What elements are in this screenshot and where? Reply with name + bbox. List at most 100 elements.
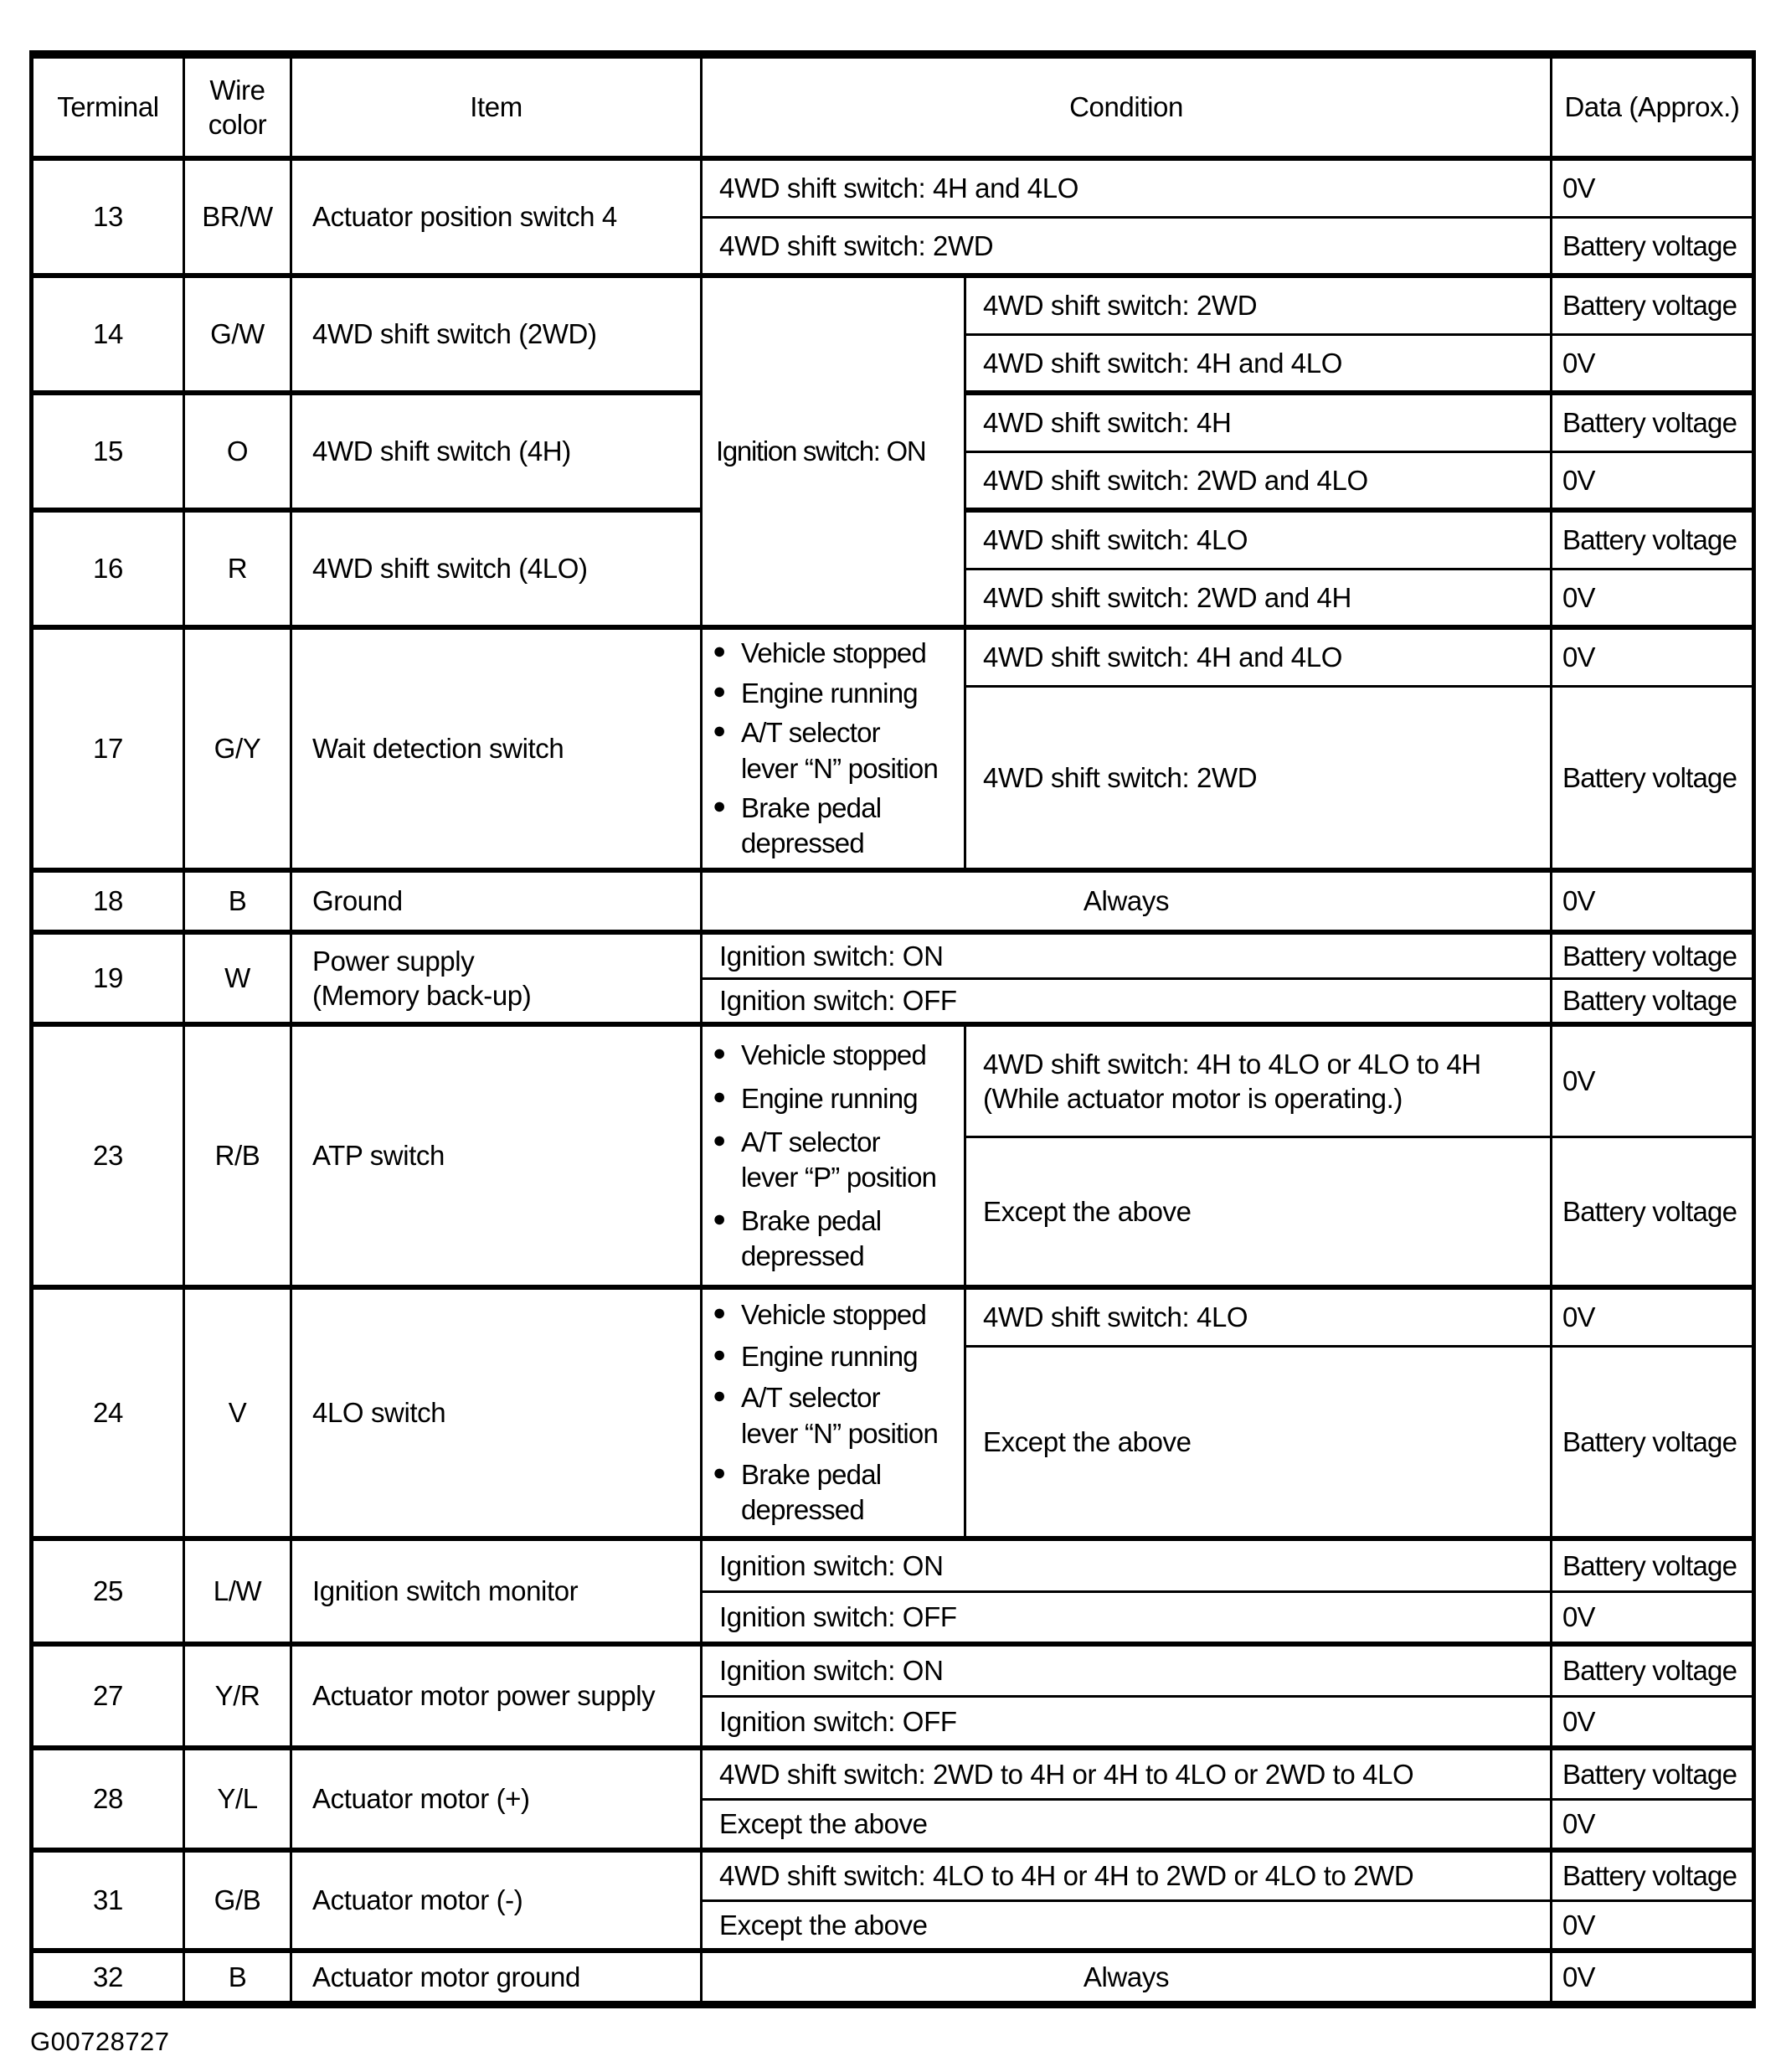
item-cell: 4LO switch xyxy=(290,1285,703,1540)
bullet-item: ● Vehicle stopped xyxy=(711,1038,964,1073)
bullet-icon: ● xyxy=(713,793,726,819)
item-line: (Memory back-up) xyxy=(312,980,532,1011)
table-row: 27 Y/R Actuator motor power supply Ignit… xyxy=(30,1642,1755,1750)
terminal-cell: 25 xyxy=(30,1536,185,1646)
table-row: 18 B Ground Always 0V xyxy=(30,868,1755,934)
table-row: Ignition switch: OFF 0V xyxy=(32,1694,1755,1750)
sub-condition-cell: 4WD shift switch: 4H to 4LO or 4LO to 4H… xyxy=(964,1022,1552,1138)
table-row: 15 O 4WD shift switch (4H) 4WD shift swi… xyxy=(30,390,1755,512)
bullet-list: ● Vehicle stopped ● Engine running ● A/T se… xyxy=(711,1029,964,1282)
table-row: 31 G/B Actuator motor (-) 4WD shift swit… xyxy=(30,1848,1755,1952)
bullet-item: ● Brake pedal depressed xyxy=(711,1204,964,1274)
terminal-cell: 19 xyxy=(30,930,185,1026)
terminal-data-table: Terminal Wire color Item Condition Data … xyxy=(29,50,1756,2008)
terminal-cell: 23 xyxy=(30,1022,185,1289)
data-cell: Battery voltage xyxy=(1550,1745,1755,1801)
terminal-cell: 27 xyxy=(30,1642,185,1750)
table-row: 13 BR/W Actuator position switch 4 4WD s… xyxy=(30,156,1755,277)
terminal-cell: 13 xyxy=(30,156,185,277)
bullet-line: Vehicle stopped xyxy=(741,1299,927,1331)
condition-cell: 4WD shift switch: 2WD xyxy=(700,215,1552,277)
bullet-icon: ● xyxy=(713,1460,726,1486)
bullet-icon: ● xyxy=(713,1205,726,1231)
data-cell: Battery voltage xyxy=(1550,977,1755,1026)
bullet-item: ● Engine running xyxy=(711,1339,964,1374)
item-line: Power supply xyxy=(312,945,475,977)
terminal-cell: 15 xyxy=(30,390,185,512)
condition-cell: Ignition switch: OFF xyxy=(700,1694,1552,1750)
bullet-icon: ● xyxy=(713,1039,726,1065)
bullet-icon: ● xyxy=(713,1126,726,1152)
data-cell: 0V xyxy=(1550,567,1755,629)
table-row: 14 G/W 4WD shift switch (2WD) Ignition s… xyxy=(30,273,1755,629)
sub-condition-cell: Except the above xyxy=(964,1135,1552,1289)
terminal-cell: 14 xyxy=(30,273,185,394)
item-cell: 4WD shift switch (2WD) xyxy=(290,273,703,394)
item-cell: 4WD shift switch (4LO) xyxy=(290,508,703,629)
wire-color-cell: R/B xyxy=(183,1022,292,1289)
figure-code: G00728727 xyxy=(30,2027,170,2056)
col-header-wire-color: Wire color xyxy=(183,53,292,161)
table-row: 24 V 4LO switch ● Vehicle stopped ● Engine… xyxy=(30,1285,1755,1540)
terminal-cell: 16 xyxy=(30,508,185,629)
terminal-cell: 32 xyxy=(30,1948,185,2006)
bullet-line: Brake pedal xyxy=(741,1459,882,1491)
bullet-icon: ● xyxy=(713,1383,726,1409)
bullet-line: lever “N” position xyxy=(741,752,939,784)
bullet-icon: ● xyxy=(713,1341,726,1367)
condition-line: (While actuator motor is operating.) xyxy=(983,1082,1403,1114)
terminal-cell: 24 xyxy=(30,1285,185,1540)
sub-condition-cell: 4WD shift switch: 2WD xyxy=(964,273,1552,336)
data-cell: Battery voltage xyxy=(1550,1536,1755,1593)
data-cell: 0V xyxy=(1550,1285,1755,1348)
sub-condition-cell: 4WD shift switch: 4H xyxy=(964,390,1552,453)
table-row: 4WD shift switch: 2WD and 4H 0V xyxy=(32,567,1755,629)
bullet-icon: ● xyxy=(713,678,726,704)
table-header-row: Terminal Wire color Item Condition Data … xyxy=(30,53,1755,161)
data-cell: Battery voltage xyxy=(1550,508,1755,570)
data-cell: Battery voltage xyxy=(1550,215,1755,277)
table-row: 16 R 4WD shift switch (4LO) 4WD shift sw… xyxy=(30,508,1755,629)
sub-condition-cell: 4WD shift switch: 4LO xyxy=(964,1285,1552,1348)
bullet-icon: ● xyxy=(713,1300,726,1326)
data-cell: Battery voltage xyxy=(1550,1848,1755,1902)
data-cell: 0V xyxy=(1550,156,1755,219)
data-cell: Battery voltage xyxy=(1550,684,1755,872)
table-row: 23 R/B ATP switch ● Vehicle stopped ● Engi… xyxy=(30,1022,1755,1289)
shared-condition-cell: Ignition switch: ON xyxy=(700,273,966,629)
data-cell: 0V xyxy=(1550,332,1755,394)
bullet-line: depressed xyxy=(741,1494,865,1526)
bullet-line: depressed xyxy=(741,827,865,859)
wire-color-cell: V xyxy=(183,1285,292,1540)
data-cell: Battery voltage xyxy=(1550,273,1755,336)
data-cell: 0V xyxy=(1550,1022,1755,1138)
bullet-item: ● Engine running xyxy=(711,1081,964,1116)
bullet-item: ● Engine running xyxy=(711,676,964,711)
terminal-cell: 31 xyxy=(30,1848,185,1952)
bullet-item: ● Brake pedal depressed xyxy=(711,1457,964,1528)
table-row: Ignition switch: OFF Battery voltage xyxy=(32,977,1755,1026)
condition-cell: 4WD shift switch: 4LO to 4H or 4H to 2WD… xyxy=(700,1848,1552,1902)
condition-cell: 4WD shift switch: 2WD to 4H or 4H to 4LO… xyxy=(700,1745,1552,1801)
terminal-cell: 18 xyxy=(30,868,185,934)
item-cell: Wait detection switch xyxy=(290,625,703,872)
bullet-line: Engine running xyxy=(741,677,919,709)
data-cell: 0V xyxy=(1550,1797,1755,1852)
table-row: 4WD shift switch: 2WD Battery voltage xyxy=(32,684,1755,872)
data-cell: 0V xyxy=(1550,1590,1755,1646)
wire-color-cell: Y/L xyxy=(183,1745,292,1852)
sub-condition-cell: 4WD shift switch: 2WD xyxy=(964,684,1552,872)
item-cell: Ignition switch monitor xyxy=(290,1536,703,1646)
col-header-data: Data (Approx.) xyxy=(1550,53,1755,161)
wire-color-cell: B xyxy=(183,1948,292,2006)
data-cell: Battery voltage xyxy=(1550,1344,1755,1540)
item-cell: Actuator motor (+) xyxy=(290,1745,703,1852)
data-cell: Battery voltage xyxy=(1550,1642,1755,1698)
table-row: 4WD shift switch: 2WD Battery voltage xyxy=(32,215,1755,277)
col-header-item: Item xyxy=(290,53,703,161)
data-cell: 0V xyxy=(1550,450,1755,512)
bullet-line: depressed xyxy=(741,1240,865,1272)
data-cell: 0V xyxy=(1550,1948,1755,2006)
table-row: Except the above Battery voltage xyxy=(32,1344,1755,1540)
